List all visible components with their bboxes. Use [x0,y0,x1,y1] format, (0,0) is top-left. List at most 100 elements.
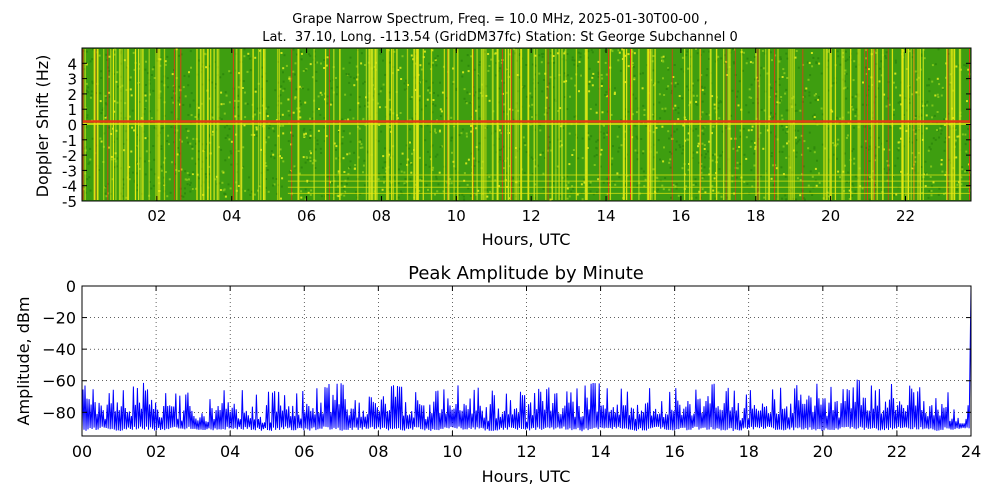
spectrogram-noise-cell [685,54,688,57]
spectrogram-noise-cell [712,125,715,128]
spectrogram-noise-cell [439,81,441,84]
spectrogram-noise-cell [634,124,637,127]
spectrogram-noise-cell [104,116,107,119]
spectrogram-noise-cell [784,175,787,178]
spectrogram-noise-cell [114,166,117,169]
spectrogram-noise-cell [477,160,480,163]
spectrogram-noise-cell [110,155,113,158]
spectrogram-noise-cell [590,135,593,138]
spectrogram-noise-cell [357,156,360,159]
spectrogram-noise-cell [458,193,461,196]
spectrogram-noise-cell [960,183,963,186]
spectrogram-noise-cell [549,141,551,144]
spectrogram-noise-cell [967,128,969,131]
spectrogram-noise-cell [697,134,700,137]
spectrogram-noise-cell [900,170,903,173]
spectrogram-noise-cell [211,116,214,119]
spectrogram-noise-cell [943,118,946,121]
spectrogram-noise-cell [539,153,542,156]
spectrogram-noise-cell [813,118,816,121]
spectrogram-noise-cell [309,193,312,196]
spectrogram-noise-cell [300,103,303,106]
spectrogram-noise-cell [697,145,699,148]
spectrogram-noise-cell [852,185,855,188]
spectrogram-noise-cell [577,157,580,160]
spectrogram-noise-cell [166,86,169,89]
spectrogram-noise-cell [721,130,724,133]
spectrogram-noise-cell [224,192,227,195]
spectrogram-noise-cell [341,118,344,121]
spectrogram-noise-cell [952,127,954,129]
spectrogram-noise-cell [181,140,183,143]
spectrogram-noise-cell [875,95,878,98]
spectrogram-noise-cell [655,126,658,129]
spectrogram-noise-cell [180,195,183,197]
spectrogram-noise-cell [499,156,502,158]
spectrogram-noise-cell [605,73,608,76]
spectrogram-noise-cell [705,113,708,116]
spectrogram-noise-cell [837,55,840,58]
spectrogram-noise-cell [964,133,967,136]
spectrogram-noise-cell [894,72,897,75]
spectrogram-noise-cell [782,68,785,71]
spectrogram-noise-cell [967,163,970,166]
spectrogram-noise-cell [463,97,466,100]
spectrogram-noise-cell [751,185,754,188]
spectrogram-noise-cell [961,168,964,171]
spectrogram-noise-cell [894,61,897,64]
spectrogram-noise-cell [778,78,781,80]
spectrogram-noise-cell [175,172,178,175]
spectrogram-noise-cell [700,171,703,174]
spectrogram-noise-cell [908,125,911,128]
spectrogram-noise-cell [436,153,439,156]
spectrogram-noise-cell [85,63,88,66]
spectrogram-noise-cell [318,108,320,110]
spectrogram-noise-cell [290,77,293,80]
spectrogram-noise-cell [708,140,711,143]
spectrogram-noise-cell [86,178,89,181]
spectrogram-noise-cell [714,153,716,156]
spectrogram-noise-cell [842,51,845,54]
spectrogram-noise-cell [521,86,524,89]
spectrogram-noise-cell [739,135,742,138]
spectrogram-noise-cell [775,95,778,98]
spectrogram-noise-cell [304,198,307,201]
spectrogram-noise-cell [100,76,103,79]
spectrogram-noise-cell [894,59,897,62]
spectrogram-noise-cell [116,71,119,74]
spectrogram-noise-cell [566,53,569,55]
spectrogram-noise-cell [525,95,528,98]
spectrogram-noise-cell [288,77,291,80]
spectrogram-noise-cell [340,182,343,185]
spectrogram-noise-cell [610,163,613,166]
spectrogram-noise-cell [243,48,246,51]
spectrogram-noise-cell [182,103,185,106]
spectrogram-noise-cell [160,169,163,172]
spectrogram-noise-cell [702,176,705,179]
spectrogram-noise-cell [846,181,848,183]
spectrogram-noise-cell [920,114,923,117]
spectrogram-noise-cell [616,135,619,138]
spectrogram-noise-cell [470,152,473,155]
spectrogram-noise-cell [546,112,549,114]
spectrogram-noise-cell [931,104,934,107]
spectrogram-noise-cell [435,175,438,178]
spectrogram-noise-cell [888,168,890,171]
spectrogram-noise-cell [427,89,429,92]
spectrogram-noise-cell [460,132,463,135]
spectrogram-noise-cell [571,185,574,188]
spectrogram-noise-cell [153,158,156,161]
spectrogram-noise-cell [192,99,195,102]
spectrogram-noise-cell [911,141,914,144]
spectrogram-noise-cell [203,149,206,152]
spectrogram-noise-cell [315,70,318,73]
spectrogram-noise-cell [88,161,91,164]
spectrogram-noise-cell [283,54,286,57]
spectrogram-noise-cell [389,156,392,159]
spectrogram-noise-cell [403,171,406,174]
spectrogram-noise-cell [574,84,577,87]
spectrogram-noise-cell [223,188,226,191]
spectrogram-noise-cell [875,52,878,54]
spectrogram-noise-cell [123,183,126,186]
spectrogram-noise-cell [224,159,227,162]
